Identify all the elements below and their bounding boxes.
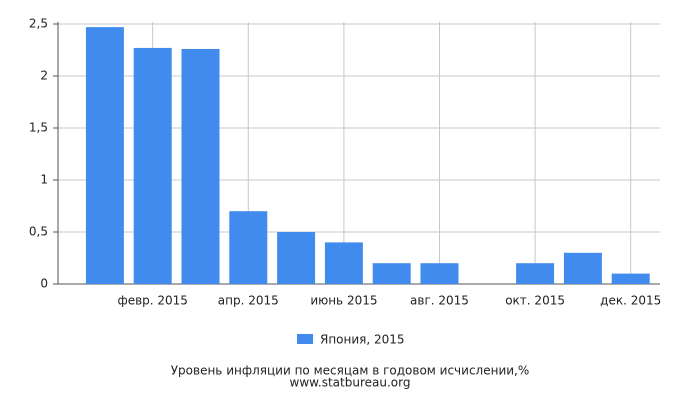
bar [85,27,124,285]
chart-subtitle: www.statbureau.org [290,376,411,390]
bar [516,263,555,284]
x-tick-label: дек. 2015 [600,294,661,308]
y-tick-label: 1,5 [29,121,48,135]
bar [420,263,459,284]
y-tick-label: 0,5 [29,225,48,239]
legend-label: Япония, 2015 [320,333,405,347]
y-tick-label: 0 [40,277,48,291]
bar [277,232,316,284]
x-tick-label: февр. 2015 [117,294,188,308]
bar [181,48,220,285]
chart-title: Уровень инфляции по месяцам в годовом ис… [171,364,530,378]
bar [563,252,602,284]
y-tick-label: 2 [40,69,48,83]
y-tick-label: 1 [40,173,48,187]
bar [324,242,363,284]
x-tick-label: апр. 2015 [218,294,279,308]
y-tick-label: 2,5 [29,17,48,31]
x-tick-label: окт. 2015 [505,294,565,308]
x-tick-label: авг. 2015 [410,294,469,308]
bar [133,47,172,284]
bar [372,263,411,284]
bar [611,273,650,284]
bar [229,211,268,284]
legend-swatch [297,334,313,344]
x-tick-label: июнь 2015 [310,294,377,308]
